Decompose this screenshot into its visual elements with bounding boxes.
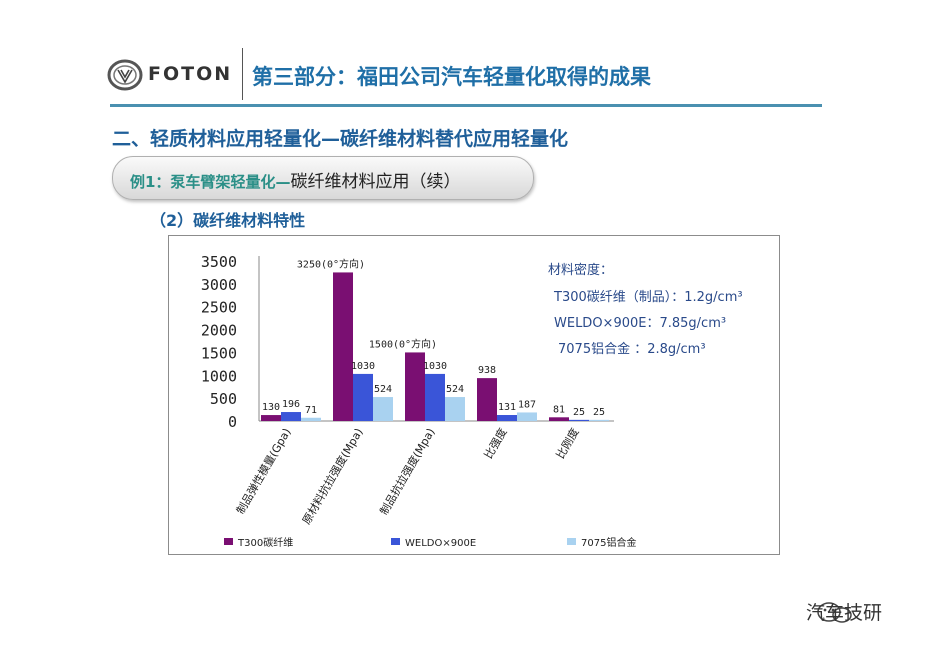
brand-name: FOTON xyxy=(148,63,233,85)
legend-swatch xyxy=(224,538,233,545)
header-rule xyxy=(110,104,822,107)
legend-swatch xyxy=(567,538,576,545)
y-tick-label: 3500 xyxy=(201,253,237,271)
watermark-text: 汽车技研 xyxy=(806,602,883,624)
bar-chart: 3500 3000 2500 2000 1500 1000 500 0 130 196 71 制品弹性… xyxy=(201,253,637,549)
data-label: 25 xyxy=(593,407,605,418)
data-label: 938 xyxy=(478,365,496,376)
data-label: 81 xyxy=(553,404,565,415)
example-banner-text: 例1：泵车臂架轻量化—碳纤维材料应用（续） xyxy=(130,167,460,192)
y-tick-label: 3000 xyxy=(201,276,237,294)
legend-label: WELDO×900E xyxy=(405,538,476,549)
y-tick-label: 1500 xyxy=(201,344,237,362)
data-label: 131 xyxy=(498,402,516,413)
legend-label: 7075铝合金 xyxy=(581,536,636,549)
legend-label: T300碳纤维 xyxy=(237,536,293,549)
data-label: 187 xyxy=(518,399,536,410)
data-label: 524 xyxy=(446,384,464,395)
data-label: 196 xyxy=(282,399,300,410)
bar xyxy=(333,272,353,421)
x-tick-label: 制品弹性模量(Gpa) xyxy=(233,426,294,517)
header-divider xyxy=(242,48,243,100)
data-label: 1030 xyxy=(423,361,447,372)
foton-logo xyxy=(107,59,143,91)
bar xyxy=(425,373,445,421)
y-tick-label: 2000 xyxy=(201,322,237,340)
y-tick-label: 0 xyxy=(228,413,237,431)
bar xyxy=(497,415,517,421)
bar xyxy=(549,417,569,421)
density-line: WELDO×900E：7.85g/cm³ xyxy=(554,316,727,331)
bar xyxy=(373,397,393,421)
data-label: 3250(0°方向) xyxy=(297,257,365,270)
data-label: 71 xyxy=(305,405,317,416)
slide-subtitle: 二、轻质材料应用轻量化—碳纤维材料替代应用轻量化 xyxy=(112,128,569,150)
bar xyxy=(445,397,465,421)
density-line: T300碳纤维（制品）：1.2g/cm³ xyxy=(554,290,743,305)
section-title: 第三部分：福田公司汽车轻量化取得的成果 xyxy=(252,65,651,89)
bar xyxy=(589,419,609,421)
example-lead: 例1：泵车臂架轻量化— xyxy=(130,173,291,191)
data-label: 1500(0°方向) xyxy=(369,337,437,350)
example-banner xyxy=(112,156,534,200)
bar xyxy=(569,419,589,421)
x-tick-label: 原材料抗拉强度(Mpa) xyxy=(299,426,366,527)
bar xyxy=(405,352,425,421)
data-label: 25 xyxy=(573,407,585,418)
density-line: 7075铝合金 ：2.8g/cm³ xyxy=(558,342,706,357)
legend-swatch xyxy=(391,538,400,545)
bar xyxy=(301,417,321,421)
data-label: 1030 xyxy=(351,361,375,372)
bar xyxy=(353,373,373,421)
y-tick-label: 500 xyxy=(210,390,237,408)
chart-panel: 3500 3000 2500 2000 1500 1000 500 0 130 196 71 制品弹性… xyxy=(168,235,780,555)
wechat-icon xyxy=(817,602,852,623)
density-title: 材料密度： xyxy=(548,263,614,278)
y-tick-label: 1000 xyxy=(201,367,237,385)
bar xyxy=(281,412,301,421)
section-heading: （2）碳纤维材料特性 xyxy=(150,211,306,230)
data-label: 524 xyxy=(374,384,392,395)
bar xyxy=(517,412,537,421)
x-tick-label: 制品抗拉强度(Mpa) xyxy=(377,426,438,518)
data-label: 130 xyxy=(262,402,280,413)
example-tail: 碳纤维材料应用（续） xyxy=(290,172,461,192)
bar xyxy=(477,378,497,421)
x-tick-label: 比刚度 xyxy=(553,426,582,462)
x-tick-label: 比强度 xyxy=(481,426,510,462)
bar xyxy=(261,415,281,421)
y-tick-label: 2500 xyxy=(201,299,237,317)
